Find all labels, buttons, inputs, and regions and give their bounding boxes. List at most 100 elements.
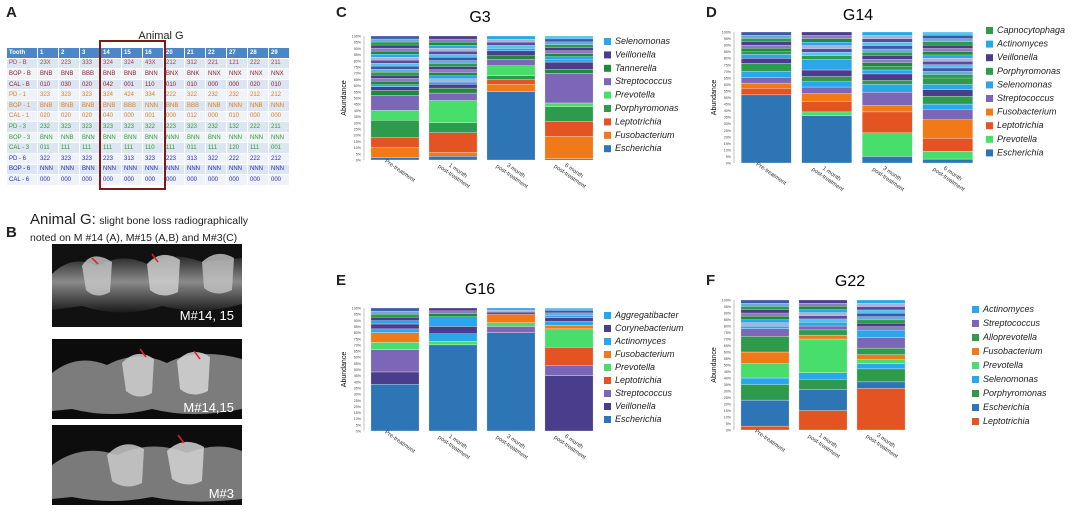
bar-segment-other xyxy=(544,56,594,60)
bar-stack xyxy=(856,299,906,431)
bar-segment-other xyxy=(798,315,848,320)
bar-segment-other xyxy=(370,66,420,70)
bar-segment-other xyxy=(862,52,913,57)
table-header-tooth-20: 20 xyxy=(163,47,185,59)
row-label: CAL - 6 xyxy=(6,174,38,186)
y-tick-label: 30% xyxy=(724,390,732,394)
y-tick-label: 65% xyxy=(354,350,362,354)
table-cell: 323 xyxy=(142,152,164,165)
y-tick-label: 35% xyxy=(724,116,732,120)
bar-segment-other xyxy=(862,31,913,36)
y-tick-label: 40% xyxy=(354,380,362,384)
legend-label: Actinomyces xyxy=(996,39,1049,49)
legend-swatch-prevotella xyxy=(986,135,993,143)
y-tick-label: 45% xyxy=(354,103,362,107)
table-cell: 020 xyxy=(79,110,101,123)
bar-segment-other xyxy=(370,63,420,67)
bar-segment-actinomyces xyxy=(740,54,792,59)
table-cell: NNN xyxy=(121,163,143,176)
bar-segment-prevotella xyxy=(798,338,848,373)
legend-label: Fusobacterium xyxy=(615,349,675,359)
table-cell: 000 xyxy=(121,174,143,186)
y-tick-label: 70% xyxy=(724,338,732,342)
bar-segment-streptococcus xyxy=(740,77,792,84)
legend-label: Corynebacterium xyxy=(615,323,684,333)
bar-segment-aggregatibacter xyxy=(370,320,420,325)
legend-label: Streptococcus xyxy=(997,93,1055,103)
y-tick-label: 50% xyxy=(724,96,732,100)
bar-segment-escherichia xyxy=(856,381,906,389)
bars xyxy=(370,35,594,161)
table-cell: 111 xyxy=(121,142,143,154)
bar-segment-capnocytophaga xyxy=(801,55,853,60)
bar-segment-other xyxy=(922,74,973,79)
bar-segment-selenomonas xyxy=(740,377,790,385)
legend-label: Veillonella xyxy=(997,52,1038,62)
legend-swatch-leptotrichia xyxy=(972,418,979,425)
bar-segment-other xyxy=(801,38,852,43)
bar-segment-other xyxy=(544,307,594,311)
table-cell: 323 xyxy=(37,89,59,101)
table-cell: 424 xyxy=(121,89,143,101)
bar-segment-other xyxy=(370,54,420,58)
bar-segment-fusobacterium xyxy=(740,82,792,89)
legend-swatch-escherichia xyxy=(986,149,993,157)
y-tick-label: 20% xyxy=(354,134,362,138)
table-cell: 012 xyxy=(184,110,206,123)
bar-segment-other xyxy=(370,57,420,61)
bar-stack xyxy=(370,35,420,161)
bar-segment-leptotrichia xyxy=(544,121,594,137)
bar-stack xyxy=(801,31,853,164)
bar-segment-porphyromonas xyxy=(544,106,594,122)
bar-segment-other xyxy=(801,35,852,40)
bar-segment-other xyxy=(862,38,913,43)
table-cell: 020 xyxy=(37,110,59,123)
bar-segment-streptococcus xyxy=(486,59,536,66)
y-tick-label: 15% xyxy=(354,140,362,144)
table-cell: NNN xyxy=(142,163,164,176)
legend-swatch-porphyromonas xyxy=(986,67,993,75)
y-tick-label: 20% xyxy=(354,405,362,409)
legend-swatch-veillonella xyxy=(986,54,993,62)
table-header-tooth-2: 2 xyxy=(58,47,80,59)
radiograph-3: M#3 xyxy=(52,425,242,505)
table-cell: 132 xyxy=(226,121,248,133)
table-cell: 111 xyxy=(205,142,227,154)
legend-label: Fusobacterium xyxy=(615,130,675,140)
bar-segment-other xyxy=(740,319,790,324)
legend: Capnocytophaga Actinomyces Veillonella Porp… xyxy=(986,25,1065,157)
bar-segment-other xyxy=(922,41,973,46)
bar-stack xyxy=(861,31,913,164)
bar-segment-leptotrichia xyxy=(801,101,853,113)
table-cell: 000 xyxy=(226,174,248,186)
legend-label: Veillonella xyxy=(615,49,656,59)
bar-segment-other xyxy=(370,317,420,321)
chart-title: G22 xyxy=(835,273,865,290)
bar-segment-porphyromonas xyxy=(486,75,536,80)
x-tick-line: Pre-treatment xyxy=(753,429,786,454)
bar-segment-capnocytophaga xyxy=(740,51,792,55)
bar-segment-veillonella xyxy=(740,58,792,64)
bar-segment-other xyxy=(428,313,478,317)
table-cell: 010 xyxy=(163,78,185,91)
table-cell: 232 xyxy=(226,89,248,101)
y-tick-label: 85% xyxy=(724,50,732,54)
bar-segment-other xyxy=(856,306,906,311)
table-cell: BNN xyxy=(142,68,164,80)
table-cell: BNK xyxy=(184,68,206,80)
bar-segment-prevotella xyxy=(428,341,478,346)
caption-line2: noted on M #14 (A), M#15 (A,B) and M#3(C… xyxy=(30,232,238,244)
y-tick-label: 0% xyxy=(726,429,732,433)
legend-swatch-streptococcus xyxy=(972,320,979,327)
table-header-tooth-27: 27 xyxy=(226,47,248,59)
bar-segment-alloprevotella xyxy=(798,329,848,336)
bar-segment-other xyxy=(486,38,536,43)
bar-segment-other xyxy=(922,64,973,69)
table-cell: NNN xyxy=(142,99,164,112)
legend-label: Fusobacterium xyxy=(997,107,1057,117)
bar-segment-other xyxy=(741,38,792,43)
